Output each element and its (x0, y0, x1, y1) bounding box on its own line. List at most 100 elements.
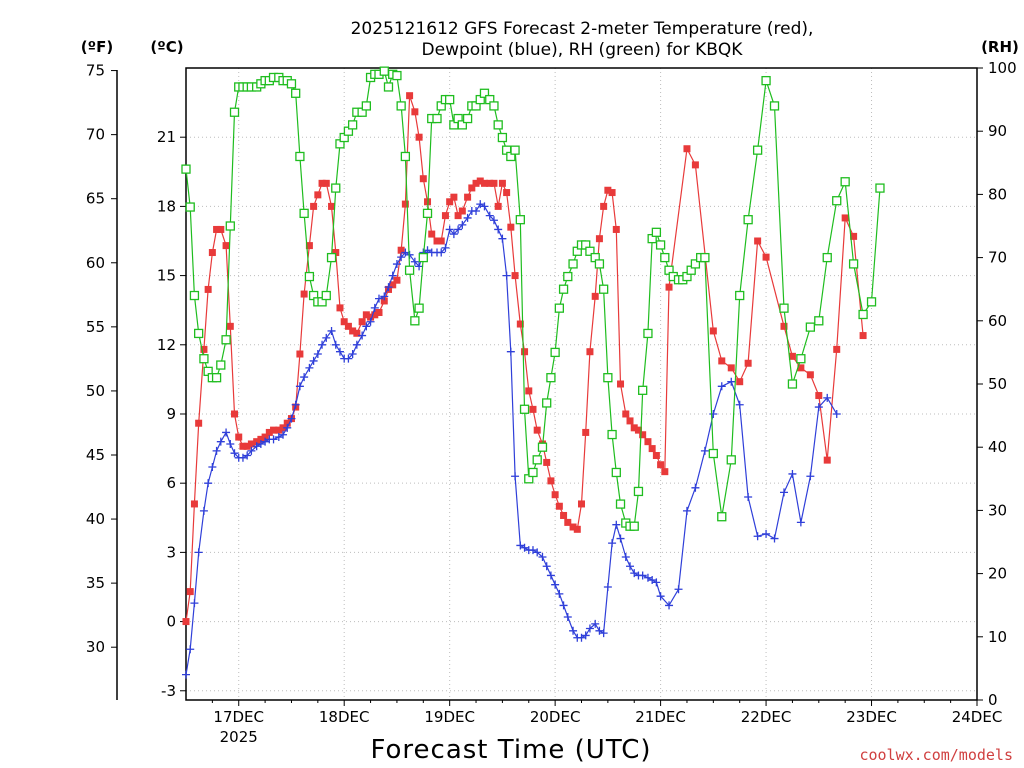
temperature-point (468, 184, 476, 192)
rh-point (769, 101, 780, 111)
dewpoint-point (291, 400, 300, 409)
rh-point (546, 373, 556, 383)
dewpoint-point (247, 446, 256, 455)
dewpoint-point (226, 439, 235, 448)
temperature-point (644, 438, 652, 446)
temperature-point (551, 491, 559, 499)
dewpoint-point (480, 202, 489, 211)
dewpoint-point (643, 573, 652, 582)
dewpoint-point (186, 645, 195, 654)
dewpoint-point (309, 356, 318, 365)
dewpoint-point (630, 569, 639, 578)
dewpoint-point (472, 207, 481, 216)
temperature-point (318, 179, 326, 187)
temperature-point (573, 525, 581, 533)
temperature-point (634, 426, 642, 434)
temperature-point (683, 145, 691, 153)
temperature-point (560, 511, 568, 519)
rh-point (743, 215, 753, 225)
rh-point (651, 227, 662, 237)
dewpoint-point (612, 520, 621, 529)
dewpoint-point (652, 578, 661, 587)
temperature-point (428, 230, 436, 238)
rh-point (331, 183, 341, 193)
dewpoint-point (384, 283, 393, 292)
temperature-point (521, 348, 529, 356)
f-tick-label: 55 (86, 318, 105, 336)
rh-point (383, 82, 394, 92)
rh-point (304, 271, 315, 282)
chart-title-line2: Dewpoint (blue), RH (green) for KBQK (422, 40, 744, 60)
temperature-point (665, 283, 673, 291)
x-tick-sublabel: 2025 (220, 728, 258, 746)
dewpoint-point (243, 451, 252, 460)
dewpoint-point (608, 539, 617, 548)
temperature-point (450, 193, 458, 201)
temperature-point (406, 92, 414, 100)
rh-point (537, 442, 548, 452)
rh-point (787, 379, 798, 389)
rh-point (404, 265, 415, 275)
temperature-point (564, 518, 572, 526)
rh-point (700, 252, 710, 263)
dewpoint-point (295, 382, 304, 391)
dewpoint-point (380, 292, 389, 301)
dewpoint-point (665, 601, 674, 610)
chart-title-line1: 2025121612 GFS Forecast 2-meter Temperat… (351, 19, 814, 39)
dewpoint-point (832, 409, 841, 418)
temperature-point (247, 440, 255, 448)
rh-point (229, 107, 240, 117)
rh-point (199, 354, 209, 364)
temperature-point (555, 502, 563, 510)
rh-point (866, 297, 877, 307)
dewpoint-point (370, 303, 379, 312)
temperature-point (208, 249, 216, 257)
temperature-point (815, 392, 823, 400)
rh-point (814, 316, 824, 326)
temperature-point (261, 433, 269, 441)
dewpoint-point (502, 271, 511, 280)
dewpoint-point (603, 582, 612, 591)
rh-point (519, 404, 530, 414)
dewpoint-point (498, 234, 507, 243)
dewpoint-point (458, 220, 467, 229)
temperature-point (507, 223, 515, 231)
dewpoint-point (410, 257, 419, 266)
temperature-point (657, 461, 665, 469)
temperature-point (367, 313, 375, 321)
dewpoint-point (449, 230, 458, 239)
rh-point (418, 252, 428, 263)
x-tick-label: 23DEC (846, 708, 897, 726)
dewpoint-point (788, 469, 797, 478)
temperature-point (401, 200, 409, 208)
rh-point (779, 303, 789, 313)
dewpoint-point (814, 403, 823, 412)
temperature-point (454, 212, 462, 220)
c-tick-label: 15 (157, 267, 176, 285)
x-tick-label: 18DEC (319, 708, 370, 726)
temperature-point (314, 191, 322, 199)
temperature-point (511, 272, 519, 280)
rh-point (550, 347, 560, 358)
rh-point (396, 101, 406, 111)
dewpoint-point (489, 216, 498, 225)
temperature-point (336, 304, 344, 312)
temperature-point (600, 202, 608, 210)
x-tick-label: 17DEC (213, 708, 264, 726)
rh-point (326, 252, 337, 263)
grid-lines (186, 68, 977, 700)
rh-point (221, 335, 231, 345)
temperature-point (833, 345, 841, 353)
dewpoint-point (454, 225, 463, 234)
temperature-point (217, 225, 225, 233)
temperature-point (661, 468, 669, 476)
fahrenheit-unit-label: (ºF) (81, 38, 113, 56)
dewpoint-point (362, 322, 371, 331)
rh-point (445, 94, 455, 105)
rh-tick-label: 30 (988, 501, 1007, 519)
rh-point (603, 373, 613, 383)
dewpoint-point (744, 493, 753, 502)
temperature-point (279, 424, 287, 432)
rh-point (414, 303, 424, 313)
rh-point (858, 309, 868, 320)
